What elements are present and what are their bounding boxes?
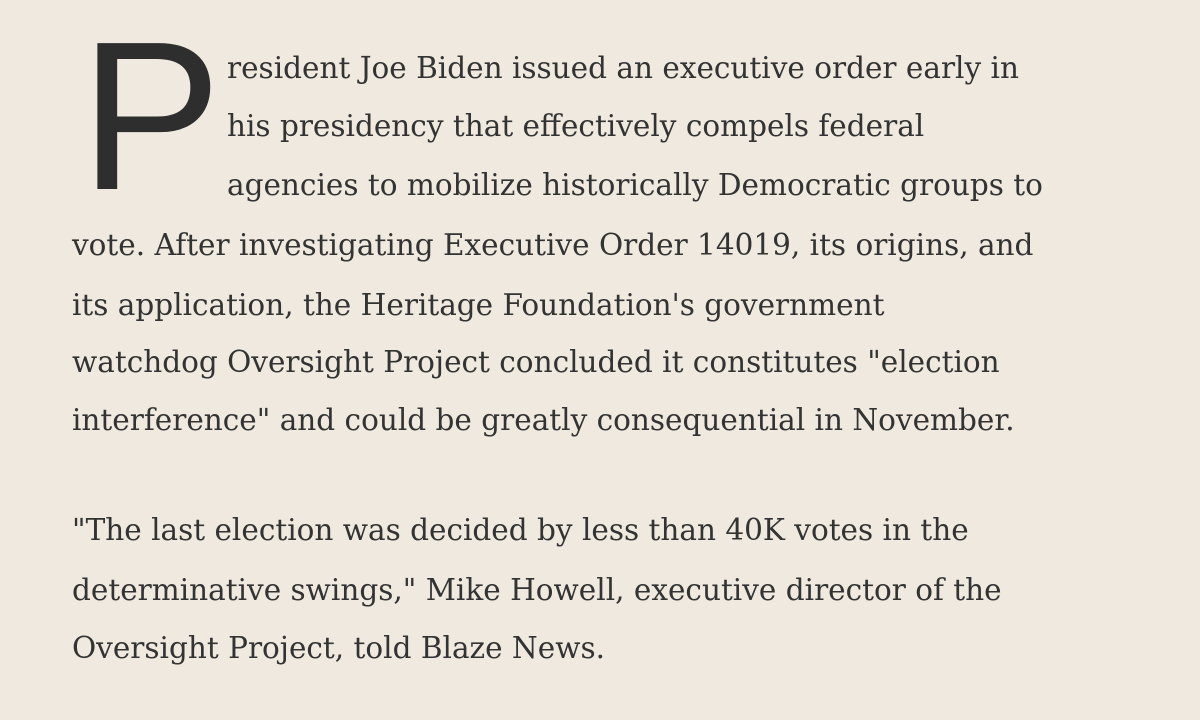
text-line: its application, the Heritage Foundation…: [72, 288, 885, 322]
text-line: determinative swings," Mike Howell, exec…: [72, 573, 1002, 607]
text-line: Oversight Project, told Blaze News.: [72, 631, 605, 665]
text-line: watchdog Oversight Project concluded it …: [72, 345, 1000, 379]
text-line: interference" and could be greatly conse…: [72, 403, 1015, 437]
text-line: resident Joe Biden issued an executive o…: [227, 51, 1019, 85]
text-line: vote. After investigating Executive Orde…: [72, 228, 1034, 262]
text-line: "The last election was decided by less t…: [72, 513, 969, 547]
text-line: his presidency that effectively compels …: [227, 109, 925, 143]
drop-cap: P: [80, 0, 222, 234]
text-line: agencies to mobilize historically Democr…: [227, 168, 1043, 202]
